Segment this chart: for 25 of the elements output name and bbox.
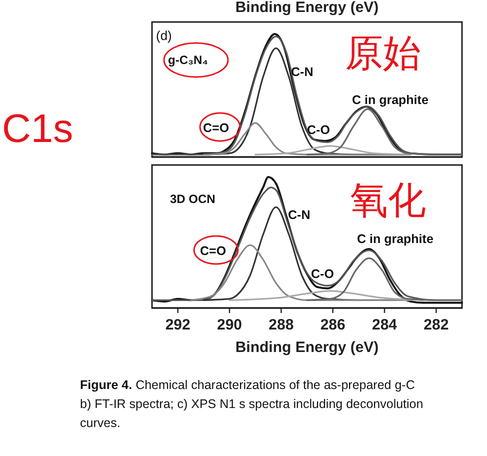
x-tick-label: 286 xyxy=(320,316,346,334)
chart-title: Binding Energy (eV) xyxy=(235,0,379,16)
annotation: C in graphite xyxy=(357,232,434,246)
annotation: C-N xyxy=(288,208,310,222)
annotation: C-N xyxy=(291,65,314,79)
annotation: (d) xyxy=(156,28,172,43)
x-tick-label: 290 xyxy=(216,316,242,334)
x-tick-label: 292 xyxy=(165,316,190,334)
x-tick-label: 288 xyxy=(268,316,294,334)
annotation: C in graphite xyxy=(352,93,428,107)
annotation: g-C₃N₄ xyxy=(168,53,208,67)
annotation: C-O xyxy=(307,123,330,137)
text: b) FT-IR spectra; c) XPS N1 s spectra including deconvolution xyxy=(80,397,424,411)
text: C1s xyxy=(2,107,74,151)
text: curves. xyxy=(80,416,120,430)
annotation: C=O xyxy=(200,244,226,258)
x-axis-title: Binding Energy (eV) xyxy=(235,339,379,356)
annotation: C=O xyxy=(203,121,230,135)
annotation: C-O xyxy=(311,267,334,281)
x-tick-label: 284 xyxy=(372,316,398,334)
x-tick-label: 282 xyxy=(424,316,449,334)
annotation: 3D OCN xyxy=(170,192,216,206)
annotation: 氧化 xyxy=(350,180,426,222)
annotation: 原始 xyxy=(345,33,421,75)
caption: Figure 4. Chemical characterizations of the as-prepared g-C xyxy=(80,378,415,392)
